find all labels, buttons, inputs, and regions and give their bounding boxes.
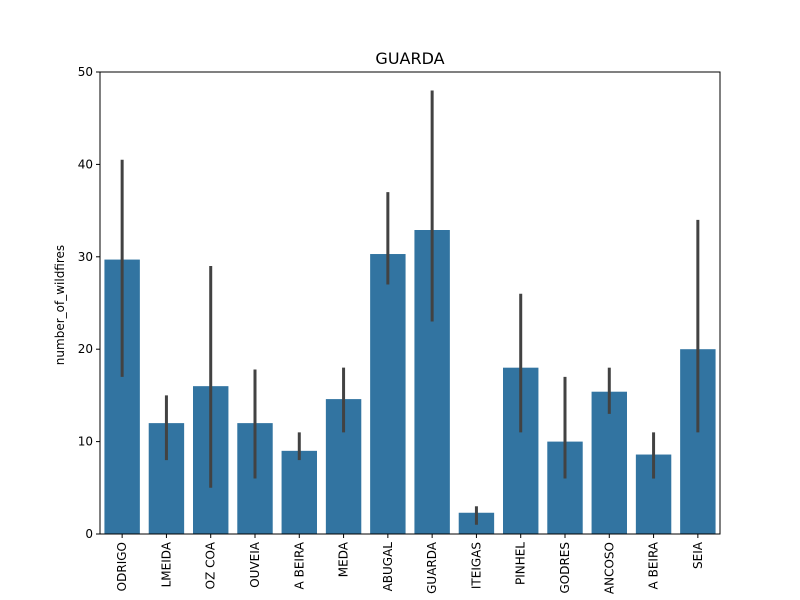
x-tick-label: GODRES bbox=[558, 542, 572, 594]
y-tick-label: 0 bbox=[85, 527, 93, 541]
x-axis: ODRIGO LMEIDA OZ COA OUVEIA A BEIRA MEDA ABUGA… bbox=[115, 534, 705, 594]
y-tick-label: 50 bbox=[78, 65, 93, 79]
x-tick-label: SEIA bbox=[691, 541, 705, 569]
x-tick-label: ODRIGO bbox=[115, 542, 129, 591]
bar bbox=[370, 254, 406, 534]
y-tick-label: 30 bbox=[78, 250, 93, 264]
y-tick-label: 10 bbox=[78, 435, 93, 449]
plot-frame bbox=[99, 71, 721, 535]
bar bbox=[591, 391, 627, 534]
x-tick-label: A BEIRA bbox=[647, 541, 661, 589]
bar bbox=[281, 450, 317, 534]
bars-group bbox=[104, 230, 716, 534]
x-tick-label: PINHEL bbox=[514, 542, 528, 585]
x-tick-label: MEDA bbox=[337, 541, 351, 577]
y-axis-title: number_of_wildfires bbox=[53, 245, 67, 365]
x-tick-label: ANCOSO bbox=[602, 542, 616, 594]
x-tick-label: A BEIRA bbox=[292, 541, 306, 589]
x-tick-label: ITEIGAS bbox=[469, 542, 483, 589]
x-tick-label: GUARDA bbox=[425, 541, 439, 594]
x-tick-label: LMEIDA bbox=[159, 541, 173, 587]
errorbars-group bbox=[120, 90, 700, 525]
x-tick-label: OUVEIA bbox=[248, 541, 262, 588]
y-tick-label: 40 bbox=[78, 157, 93, 171]
chart-title: GUARDA bbox=[375, 49, 444, 68]
x-tick-label: OZ COA bbox=[204, 541, 218, 589]
x-tick-label: ABUGAL bbox=[381, 542, 395, 592]
y-axis: 0 10 20 30 40 50 bbox=[78, 65, 100, 541]
y-tick-label: 20 bbox=[78, 342, 93, 356]
